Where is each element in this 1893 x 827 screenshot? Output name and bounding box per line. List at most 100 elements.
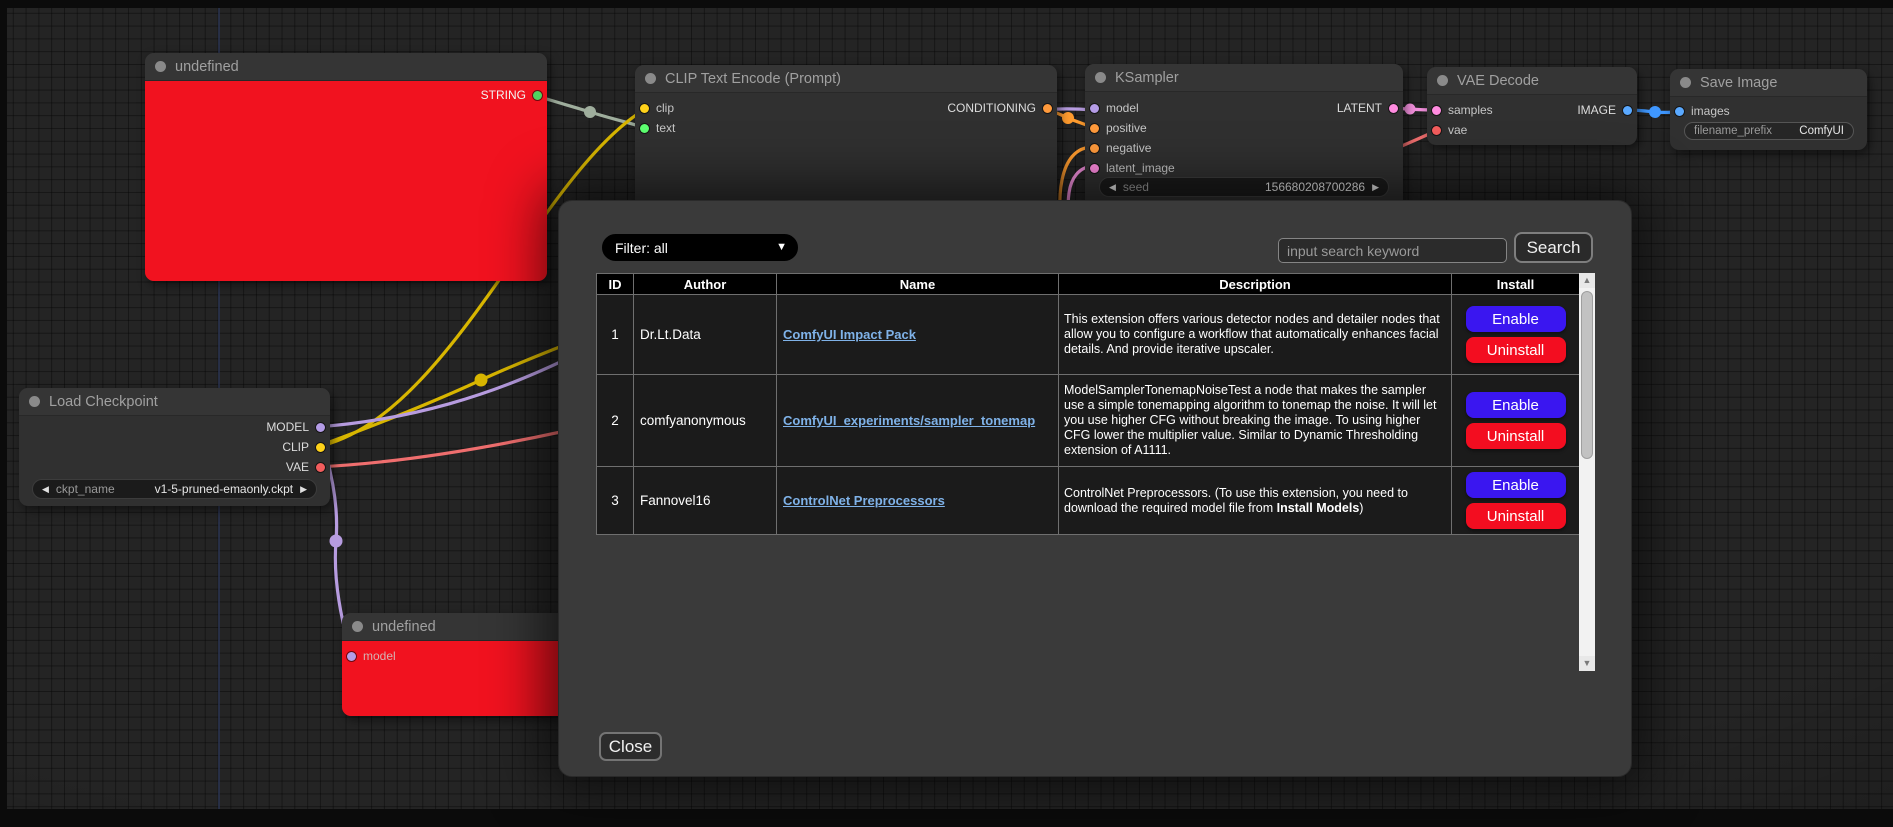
filter-select[interactable]: Filter: all	[602, 234, 798, 261]
input-port-text[interactable]: text	[640, 120, 675, 136]
increment-arrow-icon[interactable]: ▶	[1372, 181, 1379, 192]
enable-button[interactable]: Enable	[1465, 392, 1566, 418]
increment-arrow-icon[interactable]: ▶	[300, 483, 307, 494]
collapse-dot-icon[interactable]	[1437, 75, 1448, 86]
input-port-positive[interactable]: positive	[1090, 120, 1147, 136]
extension-link[interactable]: ComfyUI Impact Pack	[783, 327, 916, 342]
port-label: LATENT	[1336, 101, 1382, 115]
decrement-arrow-icon[interactable]: ◀	[1109, 181, 1116, 192]
column-header-description: Description	[1058, 273, 1452, 295]
port-dot[interactable]	[347, 651, 356, 661]
cell-id: 2	[596, 374, 634, 467]
port-label: latent_image	[1106, 161, 1175, 175]
collapse-dot-icon[interactable]	[29, 396, 40, 407]
port-label: model	[363, 649, 396, 663]
output-port-model[interactable]: MODEL	[266, 419, 325, 435]
extension-link[interactable]: ControlNet Preprocessors	[783, 493, 945, 508]
port-dot[interactable]	[1389, 103, 1398, 113]
input-port-vae[interactable]: vae	[1432, 122, 1467, 138]
seed-widget[interactable]: ◀ seed 156680208700286 ▶	[1099, 177, 1389, 197]
scrollbar[interactable]: ▲ ▼	[1579, 273, 1595, 671]
port-label: clip	[656, 101, 675, 115]
column-header-install: Install	[1451, 273, 1580, 295]
table-row: 3 Fannovel16 ControlNet Preprocessors Co…	[596, 466, 1580, 535]
port-label: VAE	[285, 460, 309, 474]
collapse-dot-icon[interactable]	[352, 621, 363, 632]
cell-author: Dr.Lt.Data	[633, 294, 777, 375]
search-input[interactable]	[1278, 238, 1507, 263]
output-port-image[interactable]: IMAGE	[1577, 102, 1632, 118]
node-vae-decode[interactable]: VAE Decode samples vae IMAGE	[1427, 67, 1637, 145]
input-port-negative[interactable]: negative	[1090, 140, 1151, 156]
port-dot[interactable]	[1623, 105, 1632, 115]
port-dot[interactable]	[1432, 125, 1441, 135]
node-undefined-string[interactable]: undefined STRING	[145, 53, 547, 281]
uninstall-button[interactable]: Uninstall	[1465, 337, 1566, 363]
node-title-bar[interactable]: Save Image	[1670, 69, 1867, 97]
port-label: vae	[1448, 123, 1468, 137]
port-label: CLIP	[282, 440, 309, 454]
port-dot[interactable]	[1090, 123, 1099, 133]
scroll-up-icon[interactable]: ▲	[1579, 273, 1595, 288]
extensions-table: ID Author Name Description Install 1 Dr.…	[596, 273, 1580, 535]
input-port-images[interactable]: images	[1675, 103, 1730, 119]
port-dot[interactable]	[1043, 103, 1052, 113]
node-title: CLIP Text Encode (Prompt)	[665, 70, 841, 87]
node-save-image[interactable]: Save Image images filename_prefix ComfyU…	[1670, 69, 1867, 150]
ckpt-name-widget[interactable]: ◀ ckpt_name v1-5-pruned-emaonly.ckpt ▶	[32, 479, 317, 499]
close-button[interactable]: Close	[599, 732, 662, 761]
port-dot[interactable]	[1090, 143, 1099, 153]
port-dot[interactable]	[1090, 103, 1099, 113]
enable-button[interactable]: Enable	[1465, 306, 1566, 332]
port-dot[interactable]	[1432, 105, 1441, 115]
node-title: undefined	[372, 618, 436, 635]
search-button[interactable]: Search	[1514, 232, 1593, 263]
node-title-bar[interactable]: VAE Decode	[1427, 67, 1637, 95]
port-dot[interactable]	[1675, 106, 1684, 116]
port-dot[interactable]	[316, 442, 325, 452]
uninstall-button[interactable]: Uninstall	[1465, 423, 1566, 449]
input-port-latent-image[interactable]: latent_image	[1090, 160, 1175, 176]
widget-value: ComfyUI	[1799, 125, 1844, 137]
collapse-dot-icon[interactable]	[1680, 77, 1691, 88]
output-port-conditioning[interactable]: CONDITIONING	[947, 100, 1052, 116]
port-label: negative	[1106, 141, 1152, 155]
port-label: MODEL	[266, 420, 309, 434]
collapse-dot-icon[interactable]	[1095, 72, 1106, 83]
node-load-checkpoint[interactable]: Load Checkpoint MODEL CLIP VAE ◀ ckpt_na…	[19, 388, 330, 506]
port-dot[interactable]	[533, 90, 542, 100]
input-port-model[interactable]: model	[347, 648, 396, 664]
input-port-clip[interactable]: clip	[640, 100, 674, 116]
port-dot[interactable]	[640, 123, 649, 133]
node-title: Save Image	[1700, 74, 1778, 91]
output-port-vae[interactable]: VAE	[286, 459, 325, 475]
left-edge-bar	[0, 0, 7, 827]
input-port-samples[interactable]: samples	[1432, 102, 1493, 118]
scroll-down-icon[interactable]: ▼	[1579, 656, 1595, 671]
enable-button[interactable]: Enable	[1465, 472, 1566, 498]
filename-prefix-widget[interactable]: filename_prefix ComfyUI	[1684, 122, 1854, 140]
uninstall-button[interactable]: Uninstall	[1465, 503, 1566, 529]
port-label: samples	[1448, 103, 1493, 117]
output-port-clip[interactable]: CLIP	[282, 439, 325, 455]
collapse-dot-icon[interactable]	[645, 73, 656, 84]
widget-label: filename_prefix	[1694, 125, 1772, 137]
port-label: CONDITIONING	[947, 101, 1036, 115]
node-title-bar[interactable]: CLIP Text Encode (Prompt)	[635, 65, 1057, 93]
output-port-latent[interactable]: LATENT	[1337, 100, 1398, 116]
port-dot[interactable]	[316, 422, 325, 432]
output-port-string[interactable]: STRING	[481, 87, 542, 103]
decrement-arrow-icon[interactable]: ◀	[42, 483, 49, 494]
node-title-bar[interactable]: KSampler	[1085, 64, 1403, 92]
node-title-bar[interactable]: undefined	[145, 53, 547, 81]
scrollbar-thumb[interactable]	[1581, 291, 1593, 459]
port-dot[interactable]	[316, 462, 325, 472]
extension-link[interactable]: ComfyUI_experiments/sampler_tonemap	[783, 413, 1036, 428]
collapse-dot-icon[interactable]	[155, 61, 166, 72]
port-dot[interactable]	[640, 103, 649, 113]
port-label: text	[656, 121, 676, 135]
column-header-name: Name	[776, 273, 1059, 295]
port-dot[interactable]	[1090, 163, 1099, 173]
node-title-bar[interactable]: Load Checkpoint	[19, 388, 330, 416]
input-port-model[interactable]: model	[1090, 100, 1139, 116]
